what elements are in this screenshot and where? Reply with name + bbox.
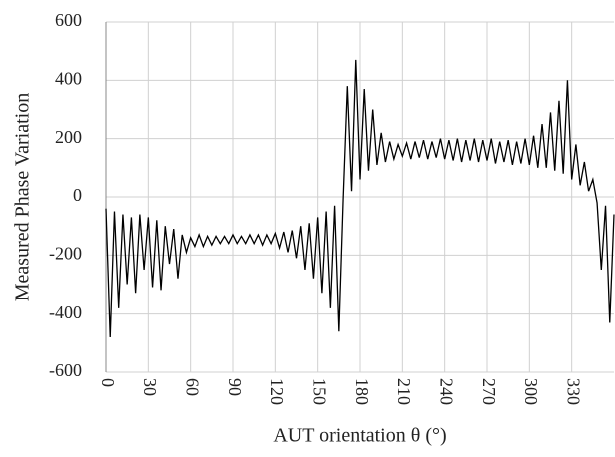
y-tick-label: 200 [55, 127, 82, 147]
y-tick-label: 400 [55, 68, 82, 88]
y-tick-label: 600 [55, 10, 82, 30]
x-tick-label: 300 [521, 378, 541, 405]
x-tick-label: 150 [310, 378, 330, 405]
x-tick-label: 0 [98, 378, 118, 387]
y-tick-label: -400 [49, 302, 82, 322]
y-tick-label: -200 [49, 243, 82, 263]
x-tick-label: 270 [479, 378, 499, 405]
y-axis-label: Measured Phase Variation [12, 93, 34, 301]
x-tick-label: 120 [267, 378, 287, 405]
x-axis-label: AUT orientation θ (°) [273, 425, 446, 447]
x-tick-label: 180 [352, 378, 372, 405]
y-tick-label: -600 [49, 360, 82, 380]
data-line [105, 59, 615, 338]
x-tick-label: 330 [564, 378, 584, 405]
y-tick-label: 0 [73, 185, 82, 205]
x-tick-label: 210 [394, 378, 414, 405]
x-tick-label: 60 [183, 378, 203, 396]
x-tick-label: 90 [225, 378, 245, 396]
x-tick-label: 30 [140, 378, 160, 396]
x-tick-label: 240 [437, 378, 457, 405]
